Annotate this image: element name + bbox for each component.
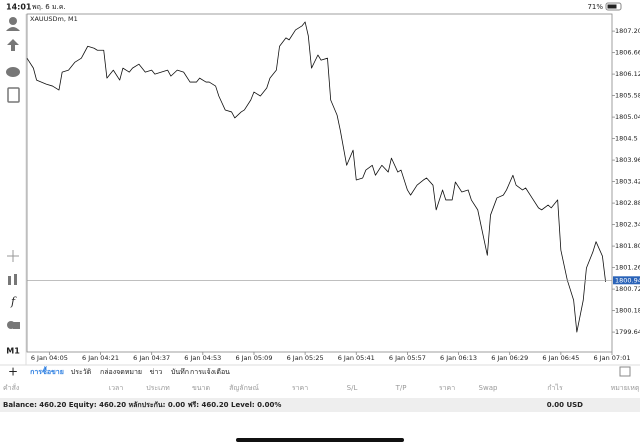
indicator-icon[interactable]: f [10,295,17,308]
toolbar: f M1 [6,17,20,356]
x-tick-label: 6 Jan 05:25 [287,354,324,362]
battery-level [607,4,617,9]
x-tick-label: 6 Jan 04:05 [31,354,68,362]
y-tick-label: 1805.580 [615,92,640,100]
balance-summary: Balance: 460.20 Equity: 460.20 หลักประกั… [3,401,281,409]
chat-icon[interactable] [6,67,20,77]
y-tick-label: 1807.200 [615,27,640,35]
column-header: คำสั่ง เวลา ประเภท ขนาด สัญลักษณ์ ราคา S/L T/P ร… [3,383,640,392]
tab[interactable]: บันทึก [171,367,189,376]
column-label: คำสั่ง [3,383,19,392]
objects-icon[interactable] [13,322,20,329]
y-tick-label: 1801.26 [615,264,640,272]
column-label: ราคา [292,384,308,392]
clock: 14:01 [6,3,32,12]
chart-title: XAUUSDm, M1 [30,15,78,23]
date: พฤ. 6 ม.ค. [32,3,66,11]
profit-total: 0.00 USD [547,401,583,409]
y-tick-label: 1803.96 [615,156,640,164]
x-tick-label: 6 Jan 04:37 [133,354,170,362]
doc-icon[interactable] [7,87,20,103]
column-label: สัญลักษณ์ [229,384,259,392]
candles-icon[interactable] [14,274,17,285]
tab[interactable]: ประวัติ [71,368,92,376]
x-tick-label: 6 Jan 05:57 [389,354,426,362]
column-label: กำไร [547,383,563,392]
plot-frame [26,13,613,353]
y-tick-label: 1802.34 [615,221,640,229]
battery-icon [605,2,622,11]
x-tick-label: 6 Jan 06:13 [440,354,477,362]
x-tick-label: 6 Jan 04:21 [82,354,119,362]
column-label: ราคา [439,384,455,392]
home-indicator [236,438,404,442]
y-tick-label: 1801.800 [615,242,640,250]
column-label: S/L [347,384,358,392]
tab[interactable]: การซื้อขาย [30,365,64,376]
y-tick-label: 1800.72 [615,285,640,293]
tab[interactable]: กล่องจดหมาย [100,368,142,376]
candles-icon[interactable] [8,276,11,285]
timeframe-button[interactable]: M1 [6,347,20,356]
y-tick-label: 1804.5 [615,135,638,143]
tab[interactable]: การแจ้งเตือน [190,368,230,376]
column-label: หมายเหตุ [611,384,640,392]
expand-icon[interactable] [619,366,631,377]
account-icon[interactable] [6,27,20,31]
x-tick-label: 6 Jan 06:29 [491,354,528,362]
y-tick-label: 1799.64 [615,328,640,336]
y-tick-label: 1800.18 [615,307,640,315]
x-tick-label: 6 Jan 05:41 [338,354,375,362]
x-tick-label: 6 Jan 07:01 [593,354,630,362]
add-button[interactable]: + [8,365,18,379]
y-tick-label: 1802.88 [615,199,640,207]
y-tick-label: 1806.660 [615,49,640,57]
column-label: ขนาด [192,384,210,392]
x-tick-label: 6 Jan 05:09 [235,354,272,362]
plot: 1807.200 1806.660 1806.120 1805.580 1805.040… [26,21,640,362]
trade-icon[interactable] [7,39,19,51]
x-tick-label: 6 Jan 06:45 [542,354,579,362]
column-label: Swap [479,384,498,392]
balance-row [0,398,640,412]
account-icon[interactable] [9,17,17,25]
y-tick-label: 1803.42 [615,178,640,186]
column-label: ประเภท [146,384,170,392]
column-label: T/P [395,384,407,392]
tab[interactable]: ข่าว [150,368,163,376]
last-price-label: 1800.941 [615,276,640,284]
y-tick-label: 1805.040 [615,113,640,121]
column-label: เวลา [109,384,124,392]
price-line [26,21,607,333]
y-tick-label: 1806.120 [615,70,640,78]
x-tick-label: 6 Jan 04:53 [184,354,221,362]
tabs: การซื้อขาย ประวัติ กล่องจดหมาย ข่าว บันทึก กา… [30,365,230,376]
last-price-tag [613,276,640,285]
crosshair-icon[interactable] [7,250,19,262]
battery-text: 71% [587,3,603,11]
